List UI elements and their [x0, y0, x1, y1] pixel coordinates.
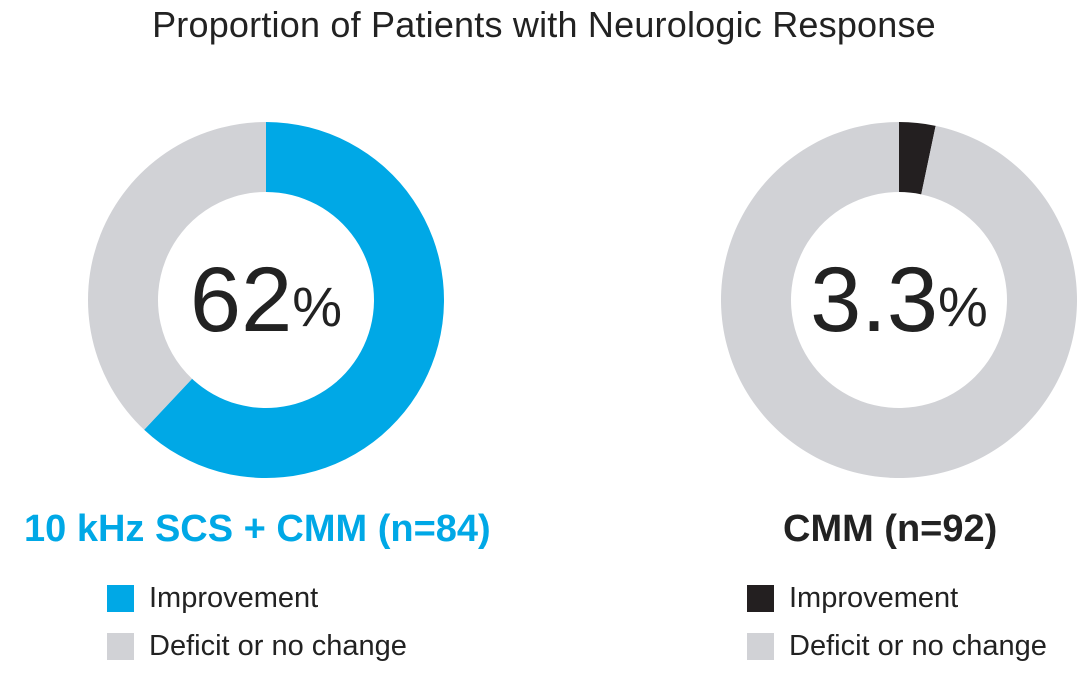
center-percentage: 62%	[190, 249, 342, 351]
legend-item-deficit: Deficit or no change	[747, 622, 1047, 670]
legend-label-improvement: Improvement	[789, 581, 959, 614]
legend-label-improvement: Improvement	[149, 581, 319, 614]
donut-chart-cmm: 3.3%	[721, 122, 1077, 478]
legend-swatch-deficit	[107, 632, 134, 660]
donut-chart-scs-cmm: 62%	[88, 122, 444, 479]
donut-slice-improvement	[144, 122, 444, 479]
legend-cmm: Improvement Deficit or no change	[747, 574, 1047, 670]
legend-swatch-improvement	[107, 584, 134, 612]
legend-item-improvement: Improvement	[747, 574, 1047, 622]
legend-item-improvement: Improvement	[107, 574, 407, 622]
donut-slice-deficit	[721, 122, 1077, 478]
donut-slice-deficit	[88, 122, 266, 430]
legend-swatch-deficit	[747, 632, 774, 660]
group-label-scs-cmm: 10 kHz SCS + CMM (n=84)	[24, 508, 491, 550]
legend-swatch-improvement	[747, 584, 774, 612]
legend-label-deficit: Deficit or no change	[789, 629, 1047, 662]
legend-item-deficit: Deficit or no change	[107, 622, 407, 670]
chart-title: Proportion of Patients with Neurologic R…	[152, 4, 936, 45]
legend-label-deficit: Deficit or no change	[149, 629, 407, 662]
donut-slice-improvement	[899, 122, 936, 195]
legend-scs-cmm: Improvement Deficit or no change	[107, 574, 407, 670]
center-percentage: 3.3%	[810, 249, 988, 351]
group-label-cmm: CMM (n=92)	[783, 508, 998, 550]
